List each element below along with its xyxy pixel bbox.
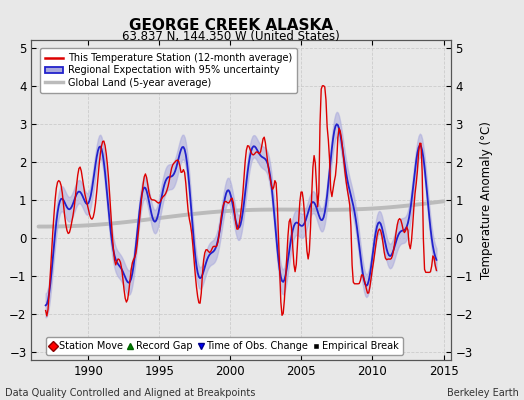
Legend: Station Move, Record Gap, Time of Obs. Change, Empirical Break: Station Move, Record Gap, Time of Obs. C…: [46, 337, 402, 355]
Text: 63.837 N, 144.350 W (United States): 63.837 N, 144.350 W (United States): [122, 30, 340, 43]
Text: GEORGE CREEK ALASKA: GEORGE CREEK ALASKA: [128, 18, 333, 33]
Text: Data Quality Controlled and Aligned at Breakpoints: Data Quality Controlled and Aligned at B…: [5, 388, 256, 398]
Y-axis label: Temperature Anomaly (°C): Temperature Anomaly (°C): [480, 121, 493, 279]
Text: Berkeley Earth: Berkeley Earth: [447, 388, 519, 398]
